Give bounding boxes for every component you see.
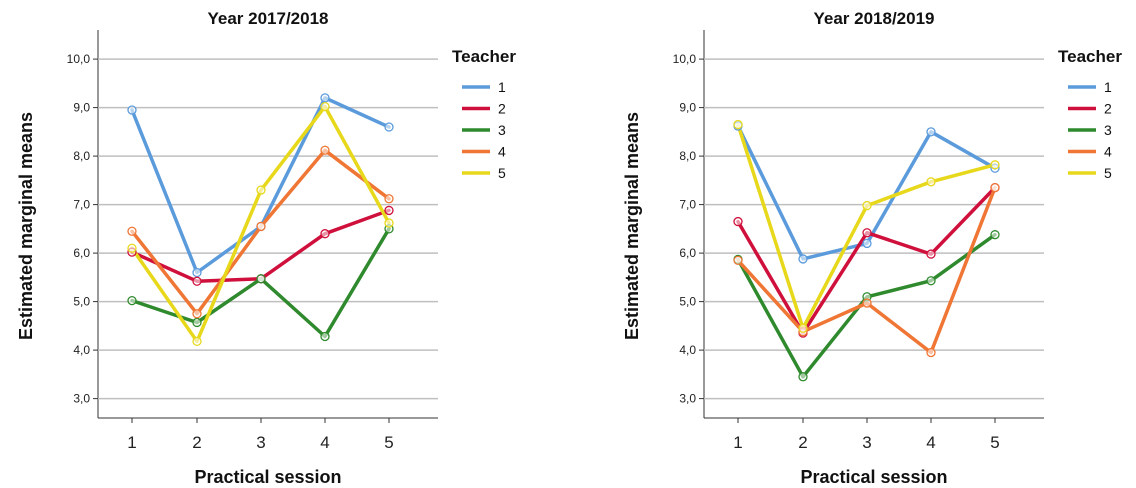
x-axis-title: Practical session xyxy=(800,467,947,487)
data-point-teacher-5 xyxy=(127,243,137,253)
data-point-teacher-2 xyxy=(384,205,394,216)
chart-panel-2018-2019: 3,0 4,0 5,0 6,0 7,0 8,0 9,0 10,0 1 2 3 4 5 Year 2018/… xyxy=(606,0,1136,488)
y-axis-title: Estimated marginal means xyxy=(622,112,642,340)
series-line-teacher-1 xyxy=(130,96,391,275)
data-point-teacher-5 xyxy=(733,119,743,130)
y-tick-label: 9,0 xyxy=(679,101,696,115)
y-tick-label: 8,0 xyxy=(679,149,696,163)
data-point-teacher-5 xyxy=(862,200,872,211)
data-point-teacher-1 xyxy=(862,238,872,249)
legend-title: Teacher xyxy=(452,47,516,66)
data-point-teacher-2 xyxy=(733,216,743,227)
y-tick-label: 4,0 xyxy=(73,343,90,357)
y-tick-label: 9,0 xyxy=(73,101,90,115)
series-line-teacher-2 xyxy=(130,208,391,283)
x-axis-title: Practical session xyxy=(194,467,341,487)
data-point-teacher-4 xyxy=(256,221,266,232)
data-point-teacher-5 xyxy=(798,323,808,333)
data-point-teacher-5 xyxy=(320,101,330,112)
legend-label-teacher-3: 3 xyxy=(498,122,506,138)
legend-label-teacher-2: 2 xyxy=(1104,101,1112,117)
data-point-teacher-5 xyxy=(384,218,394,228)
y-tick-label: 5,0 xyxy=(679,295,696,309)
data-point-teacher-3 xyxy=(256,274,266,284)
y-tick-label: 3,0 xyxy=(679,392,696,406)
data-point-teacher-1 xyxy=(320,93,330,103)
x-tick-label: 5 xyxy=(990,433,999,452)
x-tick-label: 3 xyxy=(862,433,871,452)
data-point-teacher-1 xyxy=(384,122,394,132)
y-tick-label: 8,0 xyxy=(73,149,90,163)
legend-title: Teacher xyxy=(1058,47,1122,66)
x-tick-label: 4 xyxy=(926,433,935,452)
data-point-teacher-3 xyxy=(798,372,808,382)
data-point-teacher-5 xyxy=(990,160,1000,170)
x-tick-label: 1 xyxy=(733,433,742,452)
x-tick-label: 1 xyxy=(127,433,136,452)
data-point-teacher-4 xyxy=(320,145,330,155)
legend-label-teacher-4: 4 xyxy=(498,144,506,160)
data-point-teacher-4 xyxy=(127,226,137,236)
legend-label-teacher-5: 5 xyxy=(1104,165,1112,181)
y-tick-label: 3,0 xyxy=(73,392,90,406)
y-tick-label: 7,0 xyxy=(73,198,90,212)
data-point-teacher-5 xyxy=(926,177,936,187)
x-tick-label: 3 xyxy=(256,433,265,452)
y-tick-label: 6,0 xyxy=(73,246,90,260)
legend-label-teacher-5: 5 xyxy=(498,165,506,181)
data-point-teacher-2 xyxy=(320,229,330,239)
y-tick-label: 10,0 xyxy=(67,52,91,66)
legend-label-teacher-3: 3 xyxy=(1104,122,1112,138)
y-axis-title: Estimated marginal means xyxy=(16,112,36,340)
y-tick-label: 4,0 xyxy=(679,343,696,357)
data-point-teacher-3 xyxy=(192,317,202,328)
data-point-teacher-2 xyxy=(192,276,202,286)
data-point-teacher-5 xyxy=(256,185,266,195)
line-chart-2017-2018: 3,0 4,0 5,0 6,0 7,0 8,0 9,0 10,0 1 2 3 4 5 Year 2017/… xyxy=(16,9,516,487)
data-point-teacher-4 xyxy=(926,347,936,358)
legend-label-teacher-1: 1 xyxy=(1104,79,1112,95)
data-point-teacher-3 xyxy=(990,230,1000,240)
data-point-teacher-3 xyxy=(127,295,137,306)
data-point-teacher-4 xyxy=(733,255,743,266)
legend-label-teacher-4: 4 xyxy=(1104,144,1112,160)
y-tick-label: 5,0 xyxy=(73,295,90,309)
x-tick-label: 2 xyxy=(192,433,201,452)
chart-title: Year 2017/2018 xyxy=(207,9,328,28)
data-point-teacher-1 xyxy=(127,105,137,115)
data-point-teacher-1 xyxy=(192,267,202,278)
x-tick-label: 4 xyxy=(320,433,329,452)
data-point-teacher-4 xyxy=(990,182,1000,193)
data-point-teacher-3 xyxy=(926,276,936,286)
legend-label-teacher-1: 1 xyxy=(498,79,506,95)
legend-label-teacher-2: 2 xyxy=(498,101,506,117)
y-tick-label: 6,0 xyxy=(679,246,696,260)
chart-title: Year 2018/2019 xyxy=(813,9,934,28)
data-point-teacher-4 xyxy=(862,298,872,308)
y-tick-label: 10,0 xyxy=(673,52,697,66)
data-point-teacher-4 xyxy=(384,194,394,204)
data-point-teacher-1 xyxy=(926,127,936,137)
data-point-teacher-3 xyxy=(320,331,330,342)
y-tick-label: 7,0 xyxy=(679,198,696,212)
chart-panel-2017-2018: 3,0 4,0 5,0 6,0 7,0 8,0 9,0 10,0 1 2 3 4 5 Year 2017/… xyxy=(16,9,516,487)
data-point-teacher-2 xyxy=(862,228,872,238)
data-point-teacher-1 xyxy=(798,254,808,264)
series-line-teacher-4 xyxy=(130,148,391,316)
data-point-teacher-2 xyxy=(926,249,936,259)
data-point-teacher-4 xyxy=(192,309,202,319)
line-chart-2018-2019: 3,0 4,0 5,0 6,0 7,0 8,0 9,0 10,0 1 2 3 4 5 Year 2018/… xyxy=(622,9,1122,487)
x-tick-label: 2 xyxy=(798,433,807,452)
data-point-teacher-5 xyxy=(192,336,202,347)
x-tick-label: 5 xyxy=(384,433,393,452)
